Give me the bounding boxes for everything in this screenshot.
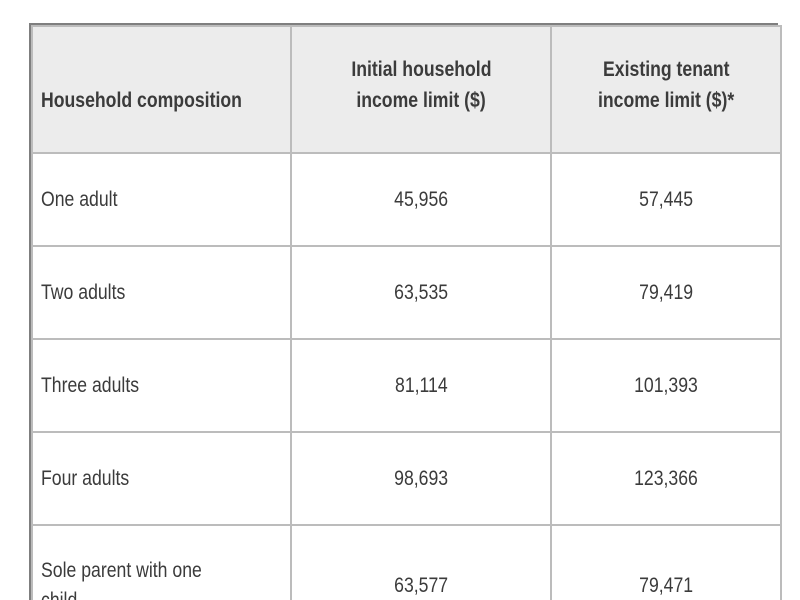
table-row-four-adults: Four adults 98,693 123,366 (31, 431, 782, 526)
table-row-two-adults: Two adults 63,535 79,419 (31, 245, 782, 340)
column-header-existing-income-limit: Existing tenant income limit ($)* (550, 25, 782, 154)
table-frame: Household composition Initial household … (29, 23, 782, 600)
header-row: Household composition Initial household … (31, 25, 782, 154)
column-header-household-composition: Household composition (31, 25, 292, 154)
initial-income-limit-value: 45,956 (290, 152, 552, 247)
row-label: Sole parent with one child (31, 524, 292, 600)
existing-income-limit-value: 79,471 (550, 524, 782, 600)
column-header-label: Household composition (41, 89, 242, 112)
initial-income-limit-value: 81,114 (290, 338, 552, 433)
column-header-line1: Initial household (350, 58, 492, 81)
column-header-line1: Existing tenant (602, 58, 730, 81)
table-row-one-adult: One adult 45,956 57,445 (31, 152, 782, 247)
initial-income-limit-value: 63,535 (290, 245, 552, 340)
existing-income-limit-value: 101,393 (550, 338, 782, 433)
row-label: Two adults (31, 245, 292, 340)
existing-income-limit-value: 57,445 (550, 152, 782, 247)
table-row-sole-parent-one-child: Sole parent with one child 63,577 79,471 (31, 524, 782, 600)
column-header-line2: income limit ($) (356, 89, 486, 112)
income-limits-table: Household composition Initial household … (31, 25, 782, 600)
existing-income-limit-value: 79,419 (550, 245, 782, 340)
row-label: Four adults (31, 431, 292, 526)
column-header-initial-income-limit: Initial household income limit ($) (290, 25, 552, 154)
existing-income-limit-value: 123,366 (550, 431, 782, 526)
table-row-three-adults: Three adults 81,114 101,393 (31, 338, 782, 433)
column-header-line2: income limit ($)* (597, 89, 735, 112)
initial-income-limit-value: 63,577 (290, 524, 552, 600)
initial-income-limit-value: 98,693 (290, 431, 552, 526)
row-label: Three adults (31, 338, 292, 433)
row-label: One adult (31, 152, 292, 247)
